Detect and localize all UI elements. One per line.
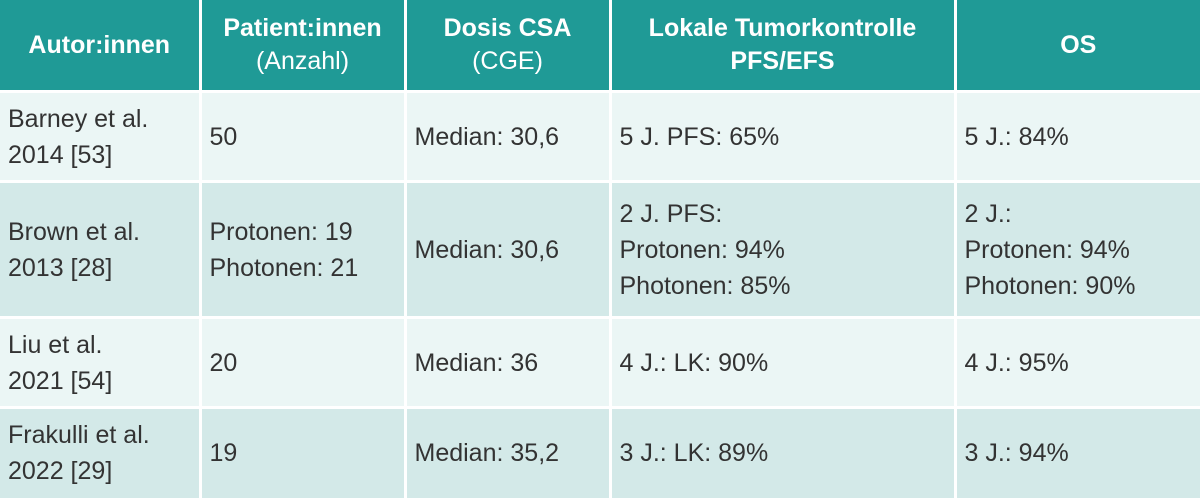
cell-author: Liu et al. 2021 [54] — [0, 316, 202, 408]
cell-dose: Median: 30,6 — [405, 90, 612, 182]
cell-os: 2 J.: Protonen: 94% Photonen: 90% — [955, 180, 1200, 318]
cell-os: 5 J.: 84% — [955, 90, 1200, 182]
cell-patients: 50 — [200, 90, 407, 182]
cell-tumor-control: 4 J.: LK: 90% — [610, 316, 957, 408]
cell-author: Brown et al. 2013 [28] — [0, 180, 202, 318]
table-row: Brown et al. 2013 [28] Protonen: 19 Phot… — [0, 180, 1200, 318]
cell-os: 3 J.: 94% — [955, 406, 1200, 498]
cell-tumor-control: 5 J. PFS: 65% — [610, 90, 957, 182]
cell-tumor-control: 2 J. PFS: Protonen: 94% Photonen: 85% — [610, 180, 957, 318]
header-dose: Dosis CSA (CGE) — [405, 0, 612, 92]
cell-os: 4 J.: 95% — [955, 316, 1200, 408]
cell-author: Barney et al. 2014 [53] — [0, 90, 202, 182]
header-tumor-control-title: Lokale Tumorkontrolle — [648, 14, 917, 42]
header-dose-title: Dosis CSA — [443, 14, 572, 42]
header-dose-sub: (CGE) — [472, 47, 543, 75]
table-row: Frakulli et al. 2022 [29] 19 Median: 35,… — [0, 406, 1200, 498]
header-row: Autor:innen Patient:innen (Anzahl) Dosis… — [0, 0, 1200, 92]
header-os: OS — [955, 0, 1200, 92]
header-patients-sub: (Anzahl) — [255, 47, 350, 75]
header-author-title: Autor:innen — [28, 30, 171, 59]
header-patients: Patient:innen (Anzahl) — [200, 0, 407, 92]
cell-patients: 20 — [200, 316, 407, 408]
cell-dose: Median: 30,6 — [405, 180, 612, 318]
cell-patients: Protonen: 19 Photonen: 21 — [200, 180, 407, 318]
cell-tumor-control: 3 J.: LK: 89% — [610, 406, 957, 498]
cell-patients: 19 — [200, 406, 407, 498]
header-tumor-control-sub: PFS/EFS — [730, 47, 835, 75]
header-os-title: OS — [1060, 30, 1097, 59]
header-patients-title: Patient:innen — [223, 14, 382, 42]
header-tumor-control: Lokale Tumorkontrolle PFS/EFS — [610, 0, 957, 92]
table-row: Liu et al. 2021 [54] 20 Median: 36 4 J.:… — [0, 316, 1200, 408]
table-row: Barney et al. 2014 [53] 50 Median: 30,6 … — [0, 90, 1200, 182]
cell-dose: Median: 35,2 — [405, 406, 612, 498]
cell-dose: Median: 36 — [405, 316, 612, 408]
cell-author: Frakulli et al. 2022 [29] — [0, 406, 202, 498]
header-author: Autor:innen — [0, 0, 202, 92]
